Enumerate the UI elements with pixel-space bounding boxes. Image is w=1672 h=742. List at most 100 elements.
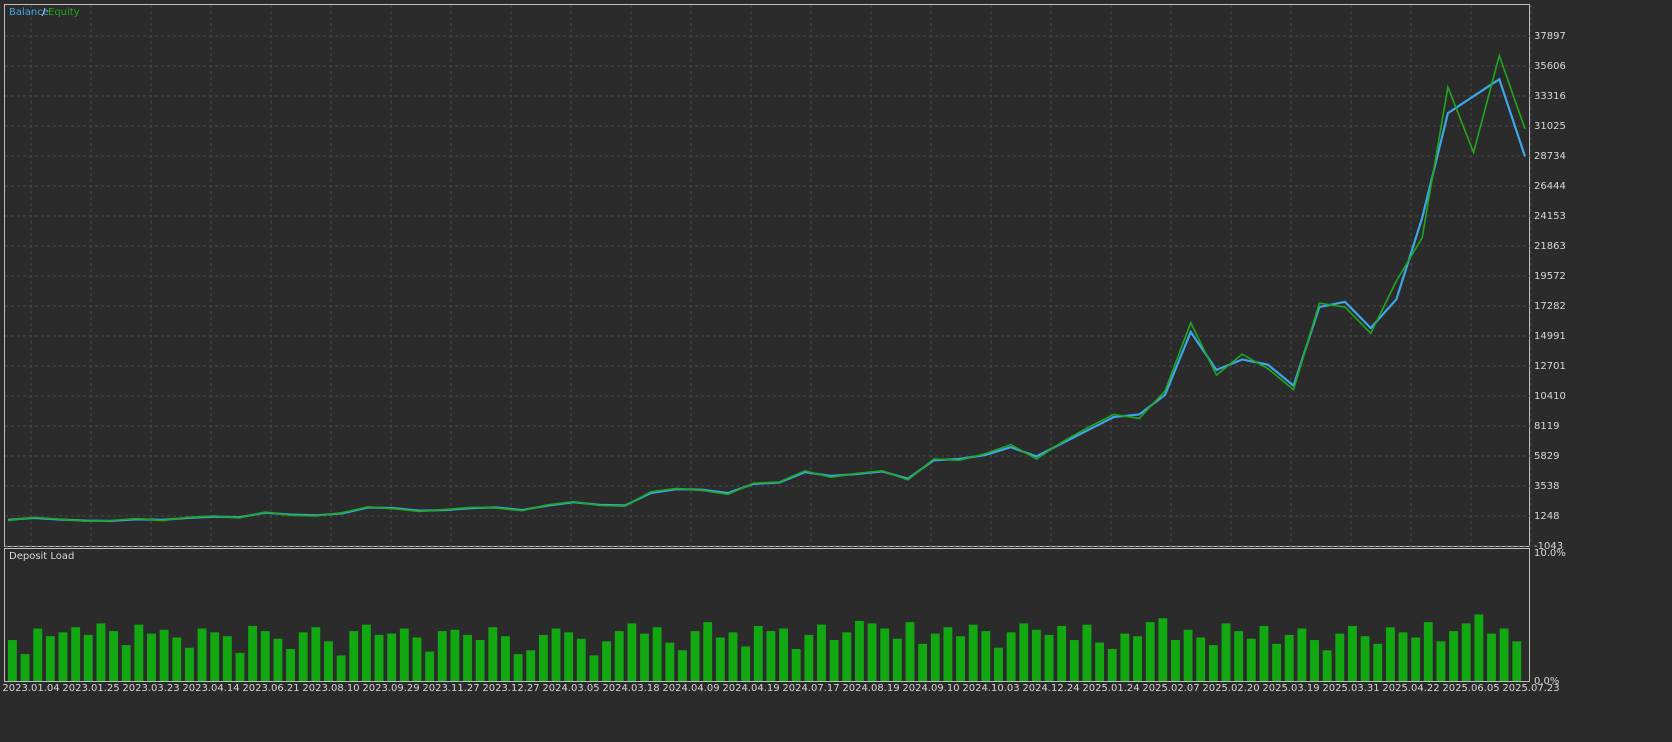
y-tick-label: 24153: [1534, 211, 1566, 222]
bar: [981, 631, 991, 681]
bar: [627, 623, 637, 681]
bar: [703, 622, 713, 681]
bar: [817, 624, 826, 681]
bar: [311, 627, 321, 681]
bar: [501, 636, 510, 681]
bar: [728, 632, 738, 681]
bar: [551, 628, 561, 681]
bar: [602, 641, 612, 681]
bar: [1019, 623, 1029, 681]
y-tick-label: 35606: [1534, 61, 1566, 72]
bar: [1360, 636, 1370, 681]
bar: [1246, 638, 1256, 681]
bar: [1044, 634, 1054, 681]
bar: [273, 638, 283, 681]
x-tick-label: 2025.02.20: [1202, 683, 1259, 694]
bar: [1057, 625, 1067, 681]
bar: [248, 625, 258, 681]
bar: [184, 647, 194, 681]
y-tick-label: 31025: [1534, 121, 1566, 132]
bar: [829, 640, 839, 681]
bar: [1259, 625, 1269, 681]
bar: [235, 652, 245, 681]
bar: [1297, 628, 1307, 681]
x-tick-label: 2023.08.10: [302, 683, 359, 694]
grid: [5, 5, 1532, 547]
bar: [564, 632, 574, 681]
bar: [589, 655, 599, 681]
bar: [665, 642, 675, 681]
bar: [1335, 633, 1345, 681]
bar: [526, 650, 536, 681]
x-tick-label: 2023.01.04: [2, 683, 59, 694]
bar: [210, 632, 220, 681]
y-tick-label: 26444: [1534, 181, 1566, 192]
y-tick-label: 21863: [1534, 241, 1566, 252]
bar: [1171, 640, 1180, 681]
bar: [943, 627, 953, 681]
bar: [71, 627, 81, 681]
x-tick-label: 2023.01.25: [62, 683, 119, 694]
bar: [437, 631, 447, 681]
bar: [1373, 643, 1383, 681]
x-tick-label: 2025.06.05: [1442, 683, 1499, 694]
bar: [45, 636, 55, 681]
bar: [1322, 650, 1332, 681]
bar: [147, 633, 156, 681]
bar: [513, 654, 523, 681]
bar: [867, 623, 877, 681]
bar: [1006, 632, 1016, 681]
marks: [7, 52, 1527, 681]
bar: [1234, 631, 1244, 681]
bar: [1107, 649, 1117, 681]
bar: [1423, 622, 1433, 681]
y-tick-label: -1043: [1534, 541, 1563, 552]
bar: [1411, 637, 1421, 681]
bar: [538, 634, 548, 681]
legend-equity: Equity: [48, 7, 80, 18]
x-tick-label: 2024.12.24: [1022, 683, 1079, 694]
bar: [222, 636, 232, 681]
bar: [197, 628, 207, 681]
bar: [918, 643, 928, 681]
bar: [652, 627, 662, 681]
bar: [842, 632, 852, 681]
y-tick-label: 12701: [1534, 361, 1566, 372]
y-tick-label: 10.0%: [1534, 548, 1566, 559]
bar: [463, 634, 472, 681]
bar: [96, 623, 106, 681]
bar: [475, 640, 485, 681]
bar: [1512, 641, 1522, 681]
bar: [1348, 625, 1357, 681]
bar: [8, 640, 17, 681]
y-tick-label: 8119: [1534, 421, 1559, 432]
legend-separator: /: [42, 7, 46, 18]
y-tick-label: 3538: [1534, 481, 1559, 492]
x-tick-label: 2025.02.07: [1142, 683, 1199, 694]
bar: [1208, 645, 1218, 681]
x-tick-label: 2024.04.19: [722, 683, 779, 694]
bar: [1499, 628, 1509, 681]
bar: [412, 637, 422, 681]
bar: [880, 628, 890, 681]
bar: [678, 650, 687, 681]
bar: [1310, 640, 1319, 681]
y-tick-label: 17282: [1534, 301, 1566, 312]
bar: [399, 628, 409, 681]
bar: [1183, 629, 1193, 681]
bar: [1145, 622, 1155, 681]
bar: [1120, 633, 1130, 681]
x-tick-label: 2024.03.05: [542, 683, 599, 694]
y-tick-label: 14991: [1534, 331, 1566, 342]
bar: [20, 654, 30, 681]
x-tick-label: 2023.06.21: [242, 683, 299, 694]
y-tick-label: 19572: [1534, 271, 1566, 282]
x-tick-label: 2023.04.14: [182, 683, 239, 694]
y-tick-label: 1248: [1534, 511, 1559, 522]
y-tick-label: 5829: [1534, 451, 1559, 462]
series-line: [7, 52, 1526, 523]
bar: [1284, 634, 1294, 681]
bar: [425, 651, 435, 681]
bar: [298, 632, 308, 681]
